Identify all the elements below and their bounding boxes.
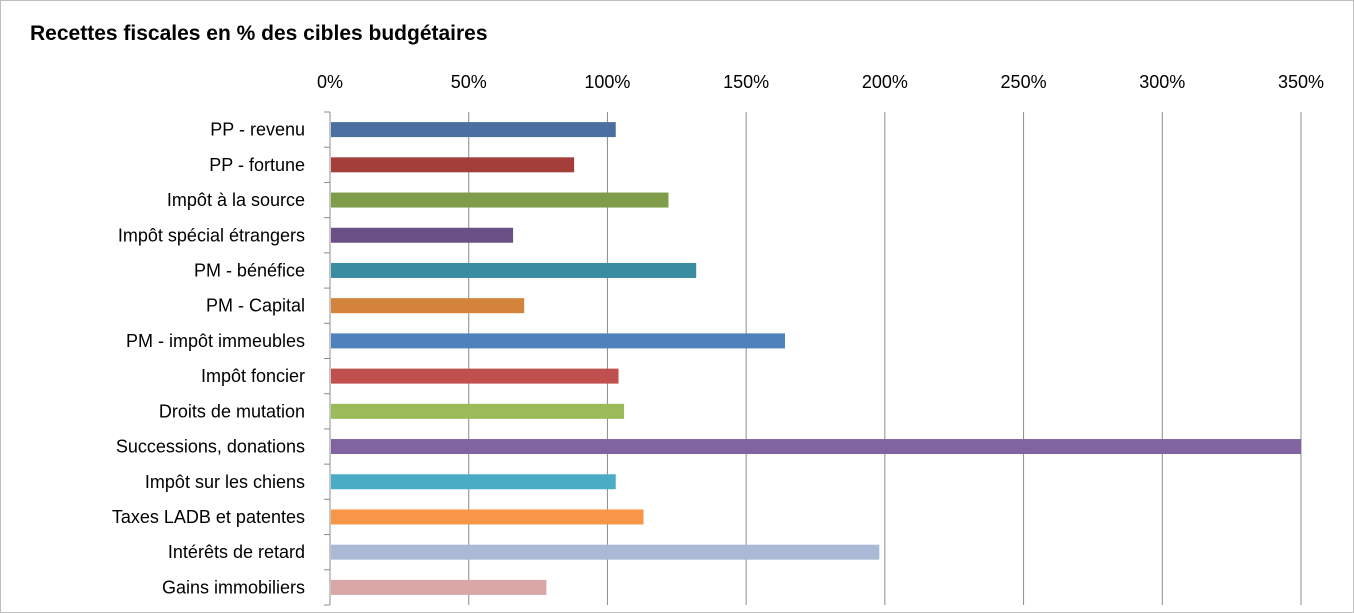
chart-title: Recettes fiscales en % des cibles budgét…: [30, 22, 488, 45]
y-tick-label: PM - impôt immeubles: [126, 331, 305, 351]
y-tick-label: Taxes LADB et patentes: [112, 507, 305, 527]
y-tick-label: PM - bénéfice: [194, 260, 305, 280]
y-tick-label: Intérêts de retard: [168, 542, 305, 562]
bar: [331, 122, 616, 138]
bar: [331, 509, 644, 525]
y-tick-label: PP - fortune: [209, 155, 305, 175]
x-tick-label: 200%: [862, 72, 908, 92]
bar: [331, 439, 1301, 455]
y-tick-label: Gains immobiliers: [162, 577, 305, 597]
bar: [331, 157, 575, 173]
bar: [331, 474, 616, 490]
bar: [331, 192, 669, 208]
y-tick-label: Droits de mutation: [159, 401, 305, 421]
y-tick-label: PM - Capital: [206, 296, 305, 316]
bar: [331, 579, 547, 595]
y-tick-label: Impôt à la source: [167, 190, 305, 210]
y-tick-label: Impôt sur les chiens: [145, 472, 305, 492]
bar: [331, 262, 697, 278]
x-tick-label: 50%: [451, 72, 487, 92]
bar: [331, 544, 880, 560]
y-tick-label: Successions, donations: [116, 437, 305, 457]
bar: [331, 333, 785, 349]
y-tick-label: PP - revenu: [210, 120, 305, 140]
x-tick-label: 300%: [1139, 72, 1185, 92]
bar: [331, 368, 619, 384]
bar: [331, 298, 525, 314]
x-tick-label: 150%: [723, 72, 769, 92]
y-tick-label: Impôt foncier: [201, 366, 305, 386]
x-tick-label: 0%: [317, 72, 343, 92]
bar: [331, 227, 514, 243]
bar: [331, 403, 625, 419]
y-tick-label: Impôt spécial étrangers: [118, 225, 305, 245]
x-tick-label: 100%: [584, 72, 630, 92]
x-tick-label: 350%: [1278, 72, 1324, 92]
x-tick-label: 250%: [1001, 72, 1047, 92]
